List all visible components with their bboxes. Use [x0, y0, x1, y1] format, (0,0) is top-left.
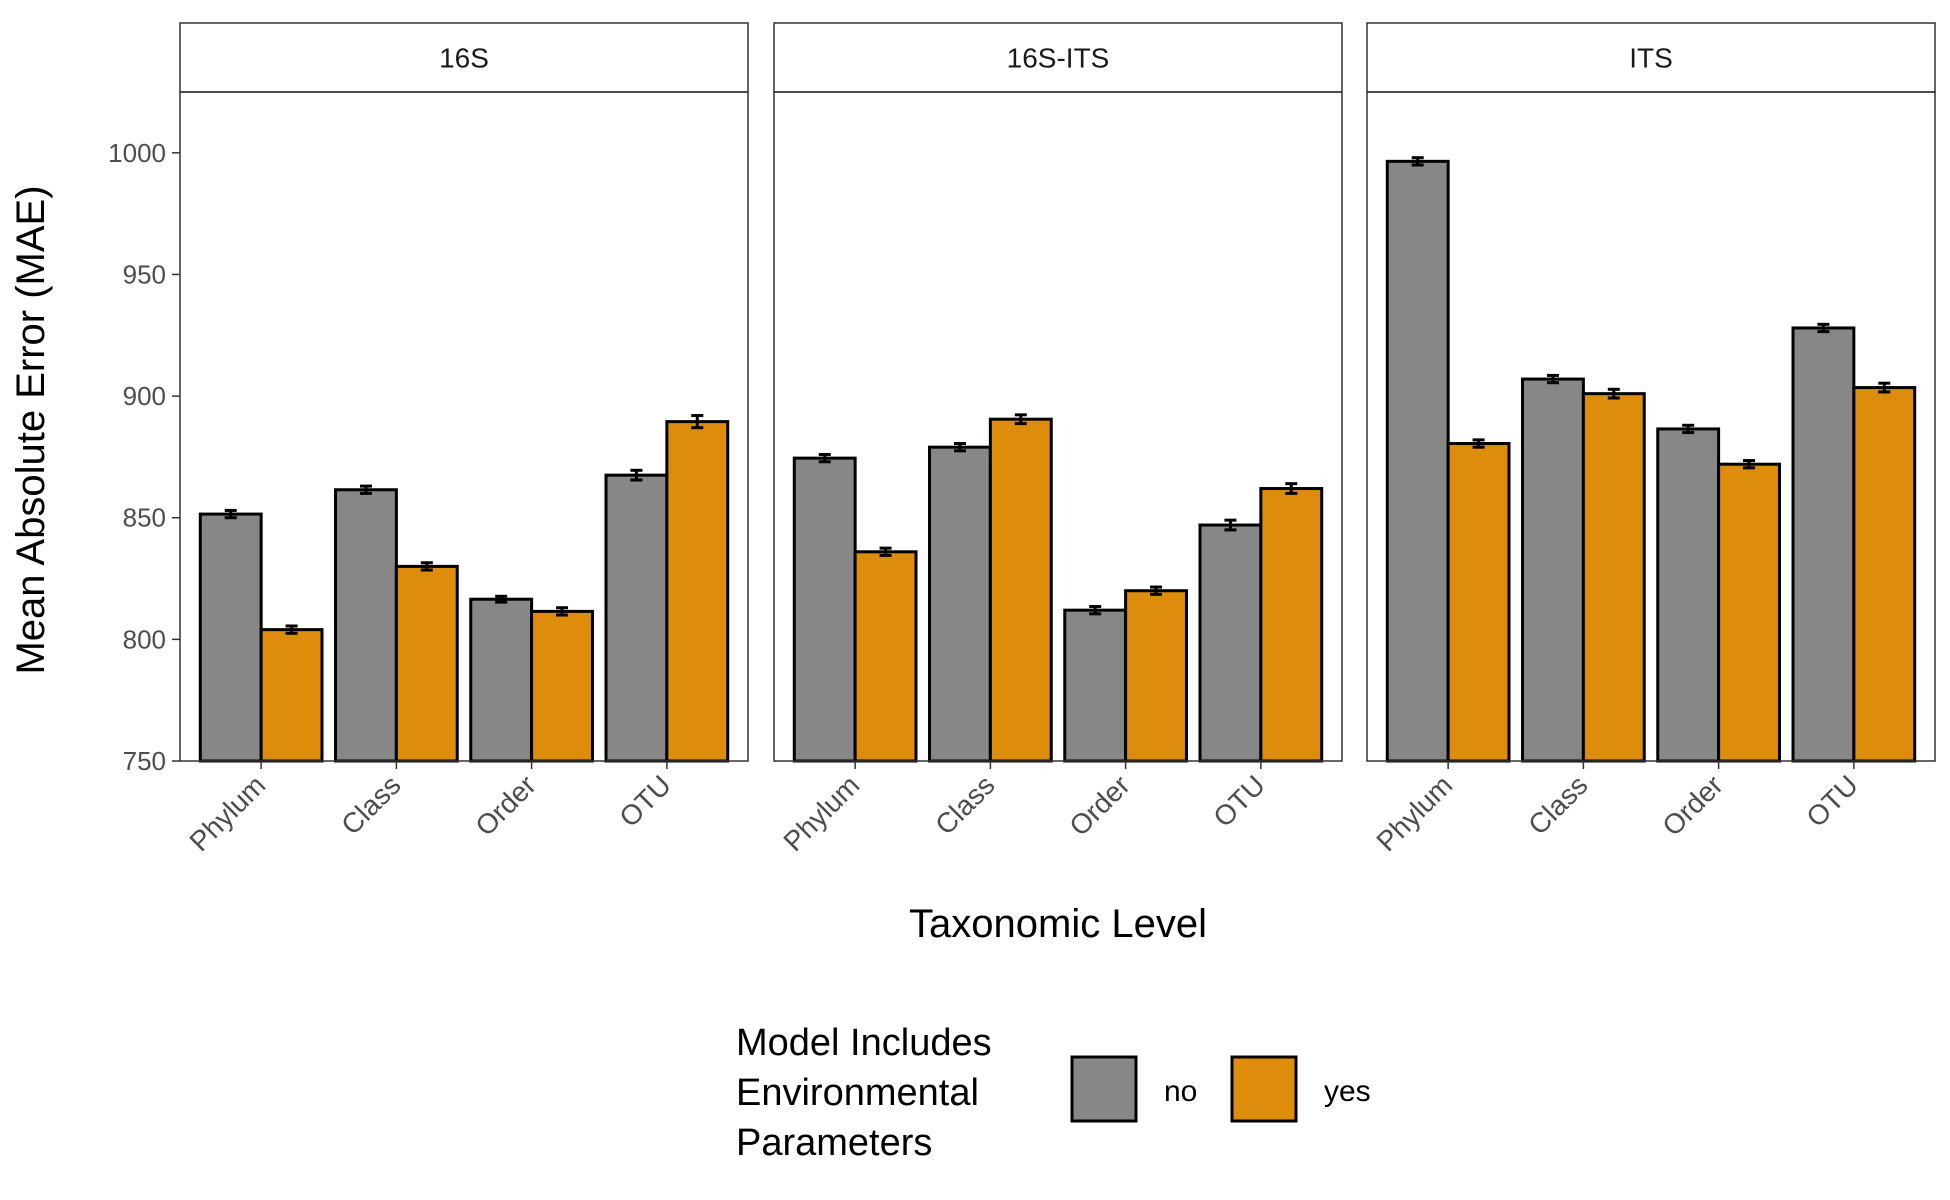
panel-border	[179, 91, 749, 762]
panel-16s-its: 16S-ITS Phylum Class Order OTU	[773, 22, 1343, 857]
bar-no-otu	[604, 473, 669, 763]
bar-no-phylum	[198, 512, 263, 763]
bar-no-order	[1063, 608, 1128, 763]
y-tick-label: 900	[123, 381, 166, 411]
bar-yes-order	[1717, 462, 1781, 763]
x-tick-label: Phylum	[777, 769, 865, 857]
x-tick-label: Class	[335, 769, 406, 840]
panel-border	[1366, 91, 1936, 762]
x-tick-label: OTU	[1207, 769, 1271, 833]
x-tick-label: Order	[1063, 769, 1136, 842]
facet-label: 16S-ITS	[1007, 43, 1110, 74]
legend-key-yes	[1230, 1055, 1298, 1123]
bar-yes-class	[988, 417, 1053, 763]
x-tick-label: Phylum	[1370, 769, 1458, 857]
bar-no-order	[1656, 427, 1721, 763]
bar-yes-class	[1581, 392, 1646, 763]
facet-label: 16S	[439, 43, 489, 74]
bar-no-otu	[1198, 523, 1263, 763]
chart-panels: 16S Phylum Class Order OTU 16S-ITS Phylum Class…	[179, 22, 1936, 857]
panel-its: ITS Phylum Class Order OTU	[1366, 22, 1936, 857]
legend-label-no: no	[1164, 1075, 1197, 1108]
bar-yes-order	[1124, 589, 1188, 763]
bar-no-class	[1521, 377, 1585, 763]
legend-key-no	[1070, 1055, 1138, 1123]
y-tick-label: 800	[123, 624, 166, 654]
facet-strip	[1366, 22, 1936, 93]
bar-no-otu	[1791, 326, 1856, 763]
y-tick-label: 950	[123, 259, 166, 289]
bar-yes-otu	[1259, 487, 1324, 763]
y-tick-label: 1000	[108, 138, 166, 168]
y-axis-title: Mean Absolute Error (MAE)	[9, 185, 53, 674]
x-tick-label: Order	[469, 769, 542, 842]
bar-no-phylum	[792, 456, 857, 763]
bar-no-order	[469, 597, 534, 763]
x-tick-label: Class	[929, 769, 1000, 840]
bar-no-class	[928, 445, 992, 763]
facet-strip	[179, 22, 749, 93]
x-tick-label: Order	[1656, 769, 1729, 842]
bar-yes-otu	[665, 420, 730, 763]
y-tick-label: 750	[123, 746, 166, 776]
legend-title-line-3: Parameters	[736, 1122, 932, 1164]
panel-16s: 16S Phylum Class Order OTU	[179, 22, 749, 857]
bar-yes-phylum	[1446, 442, 1511, 763]
facet-label: ITS	[1629, 43, 1673, 74]
x-tick-label: OTU	[1800, 769, 1864, 833]
legend-title-line-1: Model Includes	[736, 1022, 992, 1064]
bar-yes-phylum	[259, 628, 324, 763]
panel-border	[773, 91, 1343, 762]
x-tick-label: Class	[1522, 769, 1593, 840]
y-axis: 750 800 850 900 950 1000	[108, 138, 180, 776]
bar-no-phylum	[1385, 159, 1450, 763]
bar-yes-order	[530, 609, 594, 763]
x-axis-title: Taxonomic Level	[909, 902, 1207, 946]
bar-yes-otu	[1852, 386, 1917, 763]
bar-no-class	[334, 488, 398, 763]
y-tick-label: 850	[123, 503, 166, 533]
bar-yes-class	[394, 564, 459, 763]
bar-yes-phylum	[853, 550, 918, 763]
legend-title-line-2: Environmental	[736, 1072, 979, 1114]
legend: Model Includes Environmental Parameters …	[736, 1022, 1371, 1164]
legend-label-yes: yes	[1324, 1075, 1371, 1108]
x-tick-label: OTU	[613, 769, 677, 833]
x-tick-label: Phylum	[183, 769, 271, 857]
